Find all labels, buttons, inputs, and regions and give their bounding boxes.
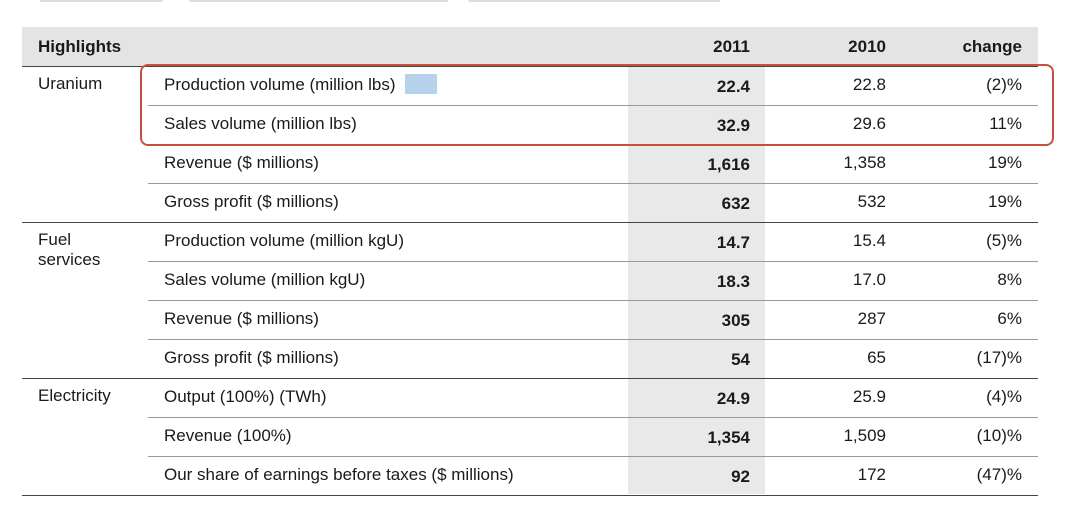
row-value: 19% — [987, 192, 1022, 211]
row-rule — [148, 261, 1038, 262]
row-label: Revenue ($ millions) — [164, 309, 319, 328]
row-value: 11% — [989, 114, 1022, 133]
highlight-frame — [140, 64, 1054, 146]
row-label: Our share of earnings before taxes ($ mi… — [164, 465, 514, 484]
column-shade — [628, 66, 765, 494]
row-rule — [148, 300, 1038, 301]
row-label: Gross profit ($ millions) — [164, 192, 339, 211]
row-rule — [22, 378, 1038, 379]
row-label: Sales volume (million kgU) — [164, 270, 366, 289]
header-cell: change — [962, 37, 1022, 56]
row-value: 287 — [857, 309, 886, 328]
header-cell: Highlights — [38, 37, 122, 56]
header-background — [22, 27, 1038, 66]
row-value: 14.7 — [716, 233, 750, 252]
row-value: (4)% — [986, 387, 1022, 406]
row-value: 29.6 — [852, 114, 886, 133]
row-rule — [148, 105, 1038, 106]
header-rule — [22, 66, 1038, 67]
header-cell: 2010 — [848, 37, 886, 56]
row-value: 54 — [731, 350, 750, 369]
row-value: 65 — [867, 348, 886, 367]
row-value: 22.4 — [716, 77, 750, 96]
row-rule — [148, 183, 1038, 184]
row-value: 532 — [857, 192, 886, 211]
row-value: (10)% — [976, 426, 1022, 445]
row-rule — [148, 417, 1038, 418]
row-value: 25.9 — [852, 387, 886, 406]
row-label: Sales volume (million lbs) — [164, 114, 357, 133]
row-value: 18.3 — [716, 272, 750, 291]
row-label: Gross profit ($ millions) — [164, 348, 339, 367]
segment-label: Electricity — [38, 386, 111, 405]
row-value: (17)% — [976, 348, 1022, 367]
segment-label: Uranium — [38, 74, 103, 93]
row-value: (47)% — [976, 465, 1022, 484]
row-value: 32.9 — [716, 116, 750, 135]
row-value: 22.8 — [852, 75, 886, 94]
row-value: 632 — [721, 194, 750, 213]
row-value: 15.4 — [852, 231, 886, 250]
header-cell: 2011 — [713, 37, 750, 56]
cropped-text — [40, 0, 720, 2]
row-value: (2)% — [986, 75, 1022, 94]
row-rule — [22, 495, 1038, 496]
text-selection — [405, 74, 437, 94]
row-label: Revenue ($ millions) — [164, 153, 319, 172]
row-value: 8% — [997, 270, 1022, 289]
row-rule — [148, 339, 1038, 340]
row-value: 1,354 — [707, 428, 750, 447]
row-value: 305 — [721, 311, 750, 330]
row-value: 1,509 — [843, 426, 886, 445]
row-label: Production volume (million kgU) — [164, 231, 404, 250]
row-value: 24.9 — [716, 389, 750, 408]
row-rule — [148, 456, 1038, 457]
row-value: (5)% — [986, 231, 1022, 250]
row-label: Revenue (100%) — [164, 426, 292, 445]
row-label: Production volume (million lbs) — [164, 75, 396, 94]
segment-label: Fuel services — [38, 230, 101, 269]
row-value: 6% — [997, 309, 1022, 328]
row-value: 1,616 — [707, 155, 750, 174]
row-value: 1,358 — [843, 153, 886, 172]
row-value: 19% — [987, 153, 1022, 172]
row-value: 17.0 — [852, 270, 886, 289]
row-rule — [22, 222, 1038, 223]
row-value: 92 — [731, 467, 750, 486]
row-value: 172 — [857, 465, 886, 484]
row-label: Output (100%) (TWh) — [164, 387, 327, 406]
